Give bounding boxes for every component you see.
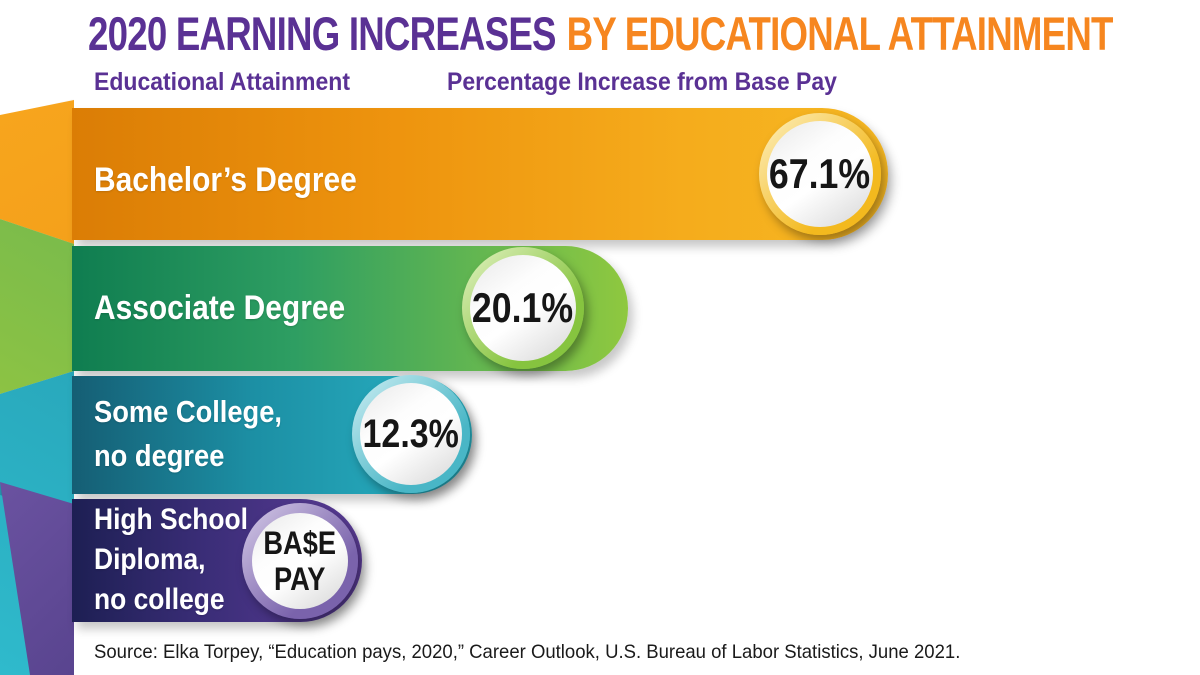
value-badge-base-pay: BA$E PAY (242, 503, 358, 619)
bar-label: Bachelor’s Degree (94, 161, 357, 199)
page-title-purple: 2020 EARNING INCREASES (88, 7, 556, 60)
value-badge-some-college: 12.3% (352, 375, 470, 493)
bar-label: Associate Degree (94, 289, 346, 327)
value-label: 67.1% (769, 150, 871, 197)
bar-label: Some College, no degree (94, 394, 282, 473)
source-citation: Source: Elka Torpey, “Education pays, 20… (94, 641, 961, 663)
column-header-percentage: Percentage Increase from Base Pay (447, 68, 837, 96)
value-disc: BA$E PAY (252, 513, 348, 609)
value-disc: 20.1% (470, 255, 576, 361)
value-badge-bachelors: 67.1% (759, 113, 881, 235)
bar-bachelors-degree: Bachelor’s Degree (72, 108, 888, 240)
value-label: 20.1% (472, 284, 574, 331)
value-badge-associate: 20.1% (462, 247, 584, 369)
bar-label: High School Diploma, no college (94, 503, 248, 616)
page-title-orange: BY EDUCATIONAL ATTAINMENT (566, 7, 1114, 60)
page-title: 2020 EARNING INCREASES BY EDUCATIONAL ATT… (88, 6, 1113, 61)
value-label: BA$E PAY (263, 525, 337, 597)
column-header-attainment: Educational Attainment (94, 68, 351, 96)
value-disc: 67.1% (767, 121, 873, 227)
value-label: 12.3% (362, 411, 460, 456)
value-disc: 12.3% (360, 383, 462, 485)
